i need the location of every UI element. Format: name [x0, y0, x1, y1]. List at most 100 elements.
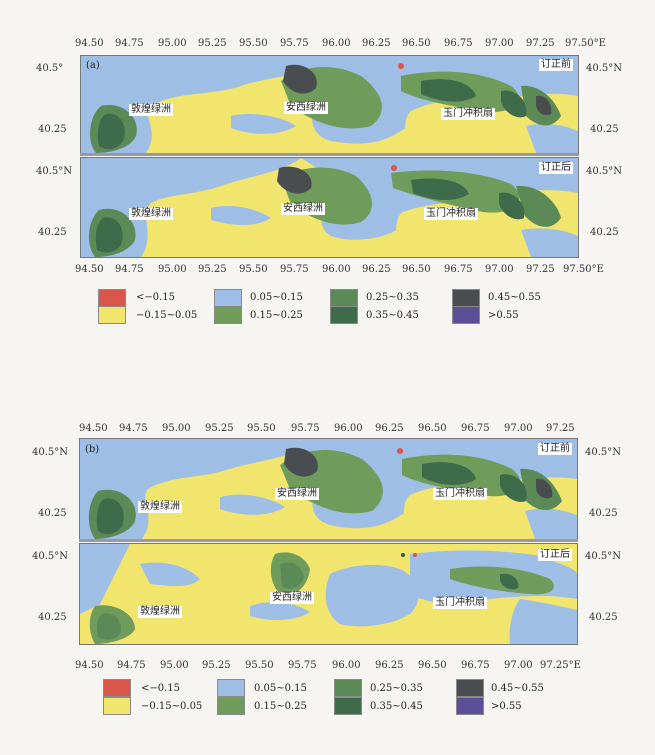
lat-tick: 40.25 [38, 508, 67, 519]
legend-swatch [456, 679, 484, 697]
legend-label: 0.25~0.35 [370, 683, 423, 694]
legend-label: 0.35~0.45 [370, 701, 423, 712]
tick: 97.50°E [565, 38, 606, 49]
map-b-before: (b) 订正前 敦煌绿洲 安西绿洲 玉门冲积扇 [79, 438, 578, 540]
tick: 94.50 [75, 38, 104, 49]
lat-tick: 40.25 [38, 227, 67, 238]
lat-tick: 40.25 [38, 612, 67, 623]
map-a-before: (a) 订正前 敦煌绿洲 安西绿洲 玉门冲积扇 [80, 55, 579, 154]
lat-tick: 40.5° [36, 63, 64, 74]
legend-label: 0.35~0.45 [366, 310, 419, 321]
tick: 96.00 [322, 38, 351, 49]
status-tag: 订正后 [538, 549, 572, 561]
lat-tick: 40.25 [589, 508, 618, 519]
ndvi-raster [81, 158, 578, 257]
tick: 95.50 [247, 423, 276, 434]
tick: 95.00 [162, 423, 191, 434]
legend-label: 0.15~0.25 [250, 310, 303, 321]
separator [80, 153, 579, 156]
legend-swatch [456, 697, 484, 715]
legend-label: 0.45~0.55 [488, 292, 541, 303]
place-label-anxi: 安西绿洲 [275, 488, 319, 500]
tick: 94.75 [119, 423, 148, 434]
tick: 96.75 [461, 423, 490, 434]
legend-label: <−0.15 [136, 292, 176, 303]
tick: 96.25 [375, 660, 404, 671]
tick: 96.00 [334, 423, 363, 434]
tick: 97.50°E [563, 264, 604, 275]
legend-label: 0.45~0.55 [491, 683, 544, 694]
tick: 96.25 [375, 423, 404, 434]
tick: 96.00 [332, 660, 361, 671]
lat-tick: 40.25 [590, 124, 619, 135]
place-label-yumen: 玉门冲积扇 [424, 208, 478, 220]
legend-swatch [330, 306, 358, 324]
place-label-yumen: 玉门冲积扇 [433, 488, 487, 500]
legend-swatch [217, 679, 245, 697]
status-tag: 订正前 [538, 443, 572, 455]
lat-tick: 40.5°N [36, 166, 73, 177]
legend-label: 0.15~0.25 [254, 701, 307, 712]
tick: 97.25 [546, 423, 575, 434]
ndvi-raster [80, 544, 577, 644]
map-b-after: 订正后 敦煌绿洲 安西绿洲 玉门冲积扇 [79, 543, 578, 645]
tick: 96.50 [402, 264, 431, 275]
tick: 97.25°E [540, 660, 581, 671]
lat-tick: 40.5°N [32, 447, 69, 458]
tick: 96.25 [362, 264, 391, 275]
tick: 96.75 [461, 660, 490, 671]
tick: 94.75 [115, 38, 144, 49]
legend-swatch [334, 679, 362, 697]
separator [79, 539, 578, 542]
lat-tick: 40.5°N [585, 447, 622, 458]
status-tag: 订正后 [539, 162, 573, 174]
tick: 97.00 [485, 264, 514, 275]
legend-swatch [103, 697, 131, 715]
tick: 94.50 [79, 423, 108, 434]
legend-label: −0.15~0.05 [136, 310, 198, 321]
tick: 96.75 [444, 264, 473, 275]
tick: 94.75 [117, 660, 146, 671]
legend-label: >0.55 [491, 701, 522, 712]
tick: 94.50 [75, 660, 104, 671]
tick: 95.00 [160, 660, 189, 671]
place-label-yumen: 玉门冲积扇 [441, 108, 495, 120]
tick: 95.25 [205, 423, 234, 434]
place-label-dunhuang: 敦煌绿洲 [138, 606, 182, 618]
tick: 95.00 [158, 264, 187, 275]
place-label-dunhuang: 敦煌绿洲 [138, 501, 182, 513]
lat-tick: 40.5°N [586, 166, 623, 177]
legend-label: 0.25~0.35 [366, 292, 419, 303]
tick: 95.25 [198, 264, 227, 275]
lat-tick: 40.25 [38, 124, 67, 135]
map-a-after: 订正后 敦煌绿洲 安西绿洲 玉门冲积扇 [80, 157, 579, 258]
legend-label: <−0.15 [141, 683, 181, 694]
tick: 97.25 [526, 38, 555, 49]
tick: 95.50 [245, 660, 274, 671]
tick: 96.50 [418, 423, 447, 434]
tick: 95.75 [288, 660, 317, 671]
lat-tick: 40.25 [589, 612, 618, 623]
place-label-yumen: 玉门冲积扇 [433, 597, 487, 609]
place-label-anxi: 安西绿洲 [270, 592, 314, 604]
tick: 95.50 [239, 264, 268, 275]
legend-swatch [217, 697, 245, 715]
tick: 97.00 [485, 38, 514, 49]
legend-swatch [103, 679, 131, 697]
tick: 96.50 [402, 38, 431, 49]
place-label-dunhuang: 敦煌绿洲 [129, 208, 173, 220]
lat-tick: 40.25 [590, 227, 619, 238]
tick: 95.25 [198, 38, 227, 49]
place-label-anxi: 安西绿洲 [281, 203, 325, 215]
legend-label: >0.55 [488, 310, 519, 321]
tick: 95.75 [291, 423, 320, 434]
lat-tick: 40.5°N [585, 551, 622, 562]
place-label-anxi: 安西绿洲 [284, 102, 328, 114]
tick: 94.75 [115, 264, 144, 275]
tick: 97.00 [504, 660, 533, 671]
tick: 97.25 [526, 264, 555, 275]
legend-swatch [214, 306, 242, 324]
legend-label: 0.05~0.15 [250, 292, 303, 303]
panel-label: (b) [85, 444, 100, 455]
